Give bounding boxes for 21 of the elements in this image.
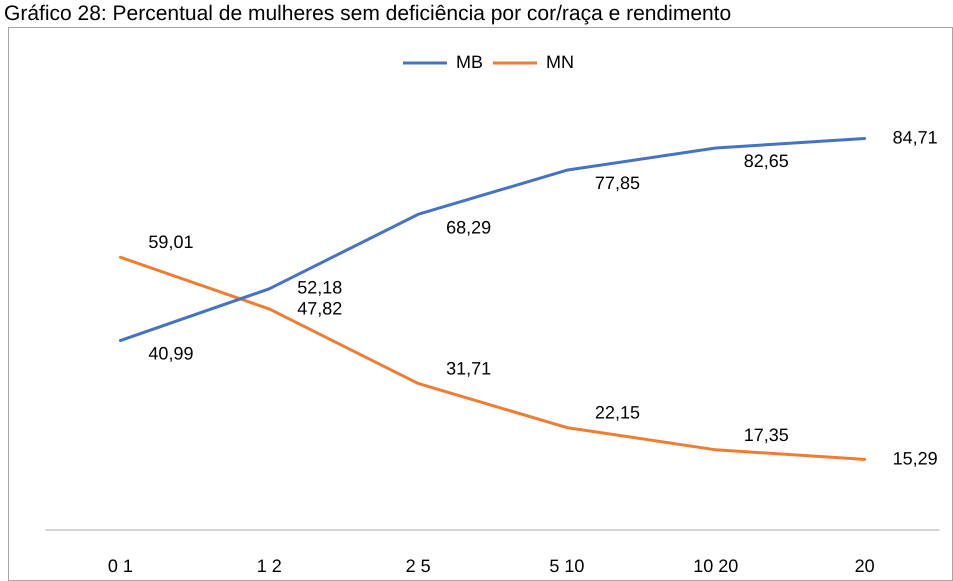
data-label: 59,01 — [148, 232, 194, 252]
x-tick-label: 1 2 — [256, 556, 282, 576]
legend-label: MB — [456, 52, 484, 72]
data-label: 52,18 — [297, 277, 342, 298]
data-label: 31,71 — [446, 358, 492, 378]
data-label: 40,99 — [148, 344, 194, 364]
x-tick-label: 2 5 — [406, 556, 431, 576]
data-label: 82,65 — [744, 150, 789, 171]
x-tick-label: 10 20 — [693, 556, 738, 576]
data-label: 22,15 — [594, 402, 640, 423]
data-label: 77,85 — [594, 173, 640, 194]
data-label: 17,35 — [744, 424, 789, 445]
chart-title: Gráfico 28: Percentual de mulheres sem deficiência por cor/raça e rendimento — [4, 1, 732, 26]
legend-label: MN — [546, 52, 574, 72]
data-label: 84,71 — [892, 127, 938, 148]
x-tick-label: 0 1 — [108, 556, 133, 576]
data-label: 68,29 — [446, 217, 492, 238]
data-label: 15,29 — [892, 448, 938, 468]
x-tick-label: 20 — [854, 556, 875, 576]
x-tick-label: 5 10 — [549, 556, 584, 576]
data-label: 47,82 — [297, 298, 342, 318]
